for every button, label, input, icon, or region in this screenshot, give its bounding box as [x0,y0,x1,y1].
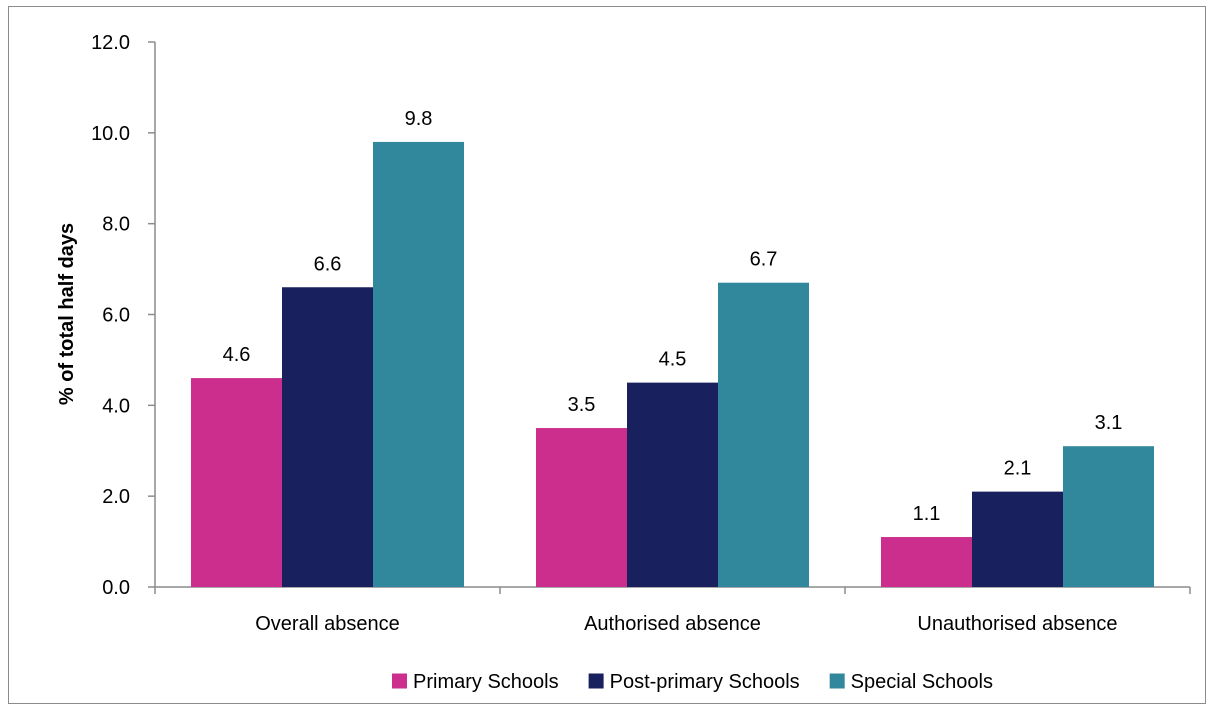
bar [191,378,282,587]
y-axis-title: % of total half days [56,223,78,405]
category-label: Unauthorised absence [917,613,1117,635]
bar [282,287,373,587]
bar [373,141,464,587]
y-tick-label: 0.0 [102,577,130,599]
bar [972,491,1063,587]
bar [536,428,627,587]
bar [881,537,972,587]
y-tick-label: 4.0 [102,395,130,417]
legend-swatch [588,673,604,689]
y-tick-label: 2.0 [102,486,130,508]
data-label: 9.8 [405,108,433,130]
y-tick-label: 12.0 [91,32,130,54]
y-tick-label: 6.0 [102,305,130,327]
data-label: 6.6 [314,253,342,275]
y-tick-label: 10.0 [91,123,130,145]
legend-label: Primary Schools [413,671,559,693]
legend-label: Post-primary Schools [610,671,800,693]
data-labels: 4.6 6.6 9.8 3.5 4.5 6.7 1.1 2.1 3.1 [223,108,1123,525]
data-label: 4.5 [659,349,687,371]
legend-swatch [829,673,845,689]
bars [191,141,1154,587]
legend: Primary Schools Post-primary Schools Speci… [392,671,993,693]
bar [1063,446,1154,587]
data-label: 3.1 [1095,412,1123,434]
category-label: Authorised absence [584,613,761,635]
data-label: 6.7 [750,249,778,271]
bar [627,382,718,587]
category-label: Overall absence [255,613,400,635]
y-tick-label: 8.0 [102,214,130,236]
category-labels: Overall absence Authorised absence Unautho… [255,613,1117,635]
data-label: 4.6 [223,344,251,366]
data-label: 3.5 [568,394,596,416]
data-label: 2.1 [1004,458,1032,480]
legend-swatch [392,673,408,689]
legend-label: Special Schools [851,671,993,693]
bar [718,282,809,587]
data-label: 1.1 [913,503,941,525]
